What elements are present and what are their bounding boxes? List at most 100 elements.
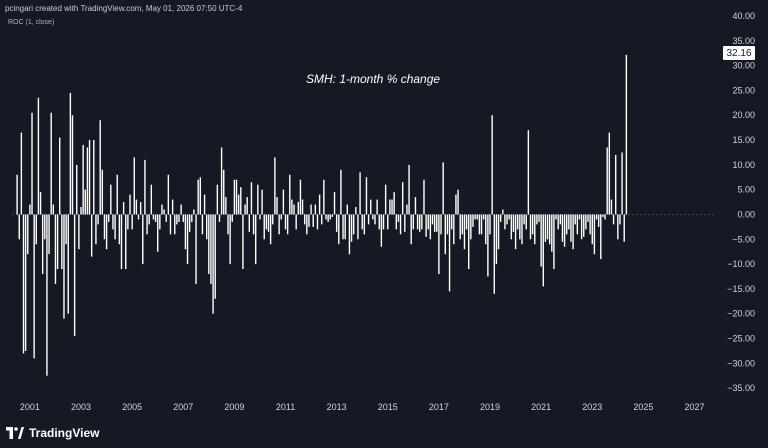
x-tick-label: 2011 <box>276 402 295 412</box>
roc-bar <box>188 214 191 232</box>
roc-bar <box>621 152 623 215</box>
y-tick-label: 25.00 <box>732 85 755 95</box>
roc-bar <box>308 214 310 227</box>
roc-bar <box>255 214 257 265</box>
roc-bar <box>401 182 404 215</box>
y-tick-label: 40.00 <box>732 11 755 21</box>
roc-bar <box>223 169 225 215</box>
roc-bar <box>617 214 619 240</box>
roc-bar <box>431 214 434 225</box>
roc-bar <box>41 214 44 274</box>
roc-bar <box>208 214 210 274</box>
roc-bar <box>229 214 231 265</box>
y-tick-label: −25.00 <box>727 334 755 344</box>
roc-bar <box>137 214 140 220</box>
x-tick-label: 2021 <box>531 402 551 412</box>
roc-bar <box>583 214 585 237</box>
roc-bar <box>455 194 457 215</box>
roc-bar <box>250 182 253 215</box>
roc-bar <box>433 214 436 232</box>
roc-bar <box>421 214 423 230</box>
roc-bar <box>90 214 93 257</box>
roc-bar <box>363 214 366 235</box>
roc-bar <box>555 214 557 220</box>
roc-bar <box>193 209 195 215</box>
roc-bar <box>252 214 255 235</box>
roc-bar <box>284 214 287 230</box>
x-tick-label: 2005 <box>122 402 142 412</box>
roc-bar <box>71 115 74 215</box>
roc-bar <box>52 204 55 215</box>
roc-bar <box>589 214 591 235</box>
roc-bar <box>563 214 566 247</box>
roc-bar <box>280 214 282 220</box>
roc-bar <box>88 140 91 215</box>
roc-bar <box>566 214 568 235</box>
roc-bar <box>31 112 33 215</box>
roc-bar <box>244 204 246 215</box>
roc-bar <box>73 214 76 337</box>
roc-bar <box>529 214 532 240</box>
roc-bar <box>453 214 455 245</box>
roc-bar <box>504 214 506 230</box>
roc-bar <box>406 204 408 215</box>
roc-bar <box>502 209 504 215</box>
y-tick-label: −15.00 <box>727 284 755 294</box>
roc-bar <box>457 189 459 215</box>
roc-bar <box>391 199 393 215</box>
roc-bar <box>491 115 493 215</box>
x-tick-label: 2003 <box>71 402 91 412</box>
x-tick-label: 2015 <box>378 402 398 412</box>
roc-bar <box>327 214 329 222</box>
roc-bar <box>468 214 470 270</box>
roc-bar <box>142 214 144 265</box>
roc-bar <box>487 214 489 277</box>
roc-bar <box>191 214 193 222</box>
roc-bar <box>346 204 348 215</box>
roc-bar <box>387 214 389 230</box>
roc-bar <box>154 214 157 222</box>
roc-bar <box>246 197 248 215</box>
roc-bar <box>572 214 574 250</box>
roc-bar <box>485 214 487 245</box>
roc-bar <box>22 214 25 354</box>
roc-bar <box>342 214 344 240</box>
roc-bar <box>240 187 242 215</box>
roc-bar <box>267 214 270 232</box>
roc-bar <box>384 184 387 215</box>
roc-bar <box>561 214 564 242</box>
roc-bar <box>116 174 118 215</box>
roc-bar <box>508 214 510 220</box>
roc-bar <box>382 214 385 230</box>
roc-bar <box>297 202 299 215</box>
roc-bar <box>335 214 338 232</box>
y-tick-label: 10.00 <box>732 160 755 170</box>
roc-bar <box>214 214 216 299</box>
x-tick-label: 2027 <box>685 402 705 412</box>
roc-bar <box>276 197 278 215</box>
roc-bar <box>59 137 61 215</box>
roc-bar <box>553 214 555 270</box>
roc-bar <box>610 199 613 215</box>
roc-bar <box>220 147 223 215</box>
roc-bar <box>306 214 308 235</box>
roc-bar <box>459 214 461 240</box>
roc-bar <box>476 214 478 220</box>
tradingview-logo[interactable]: TradingView <box>6 425 99 441</box>
roc-bar <box>18 214 20 240</box>
roc-bar <box>16 174 18 215</box>
roc-bar <box>576 214 579 235</box>
indicator-label[interactable]: ROC (1, close) <box>8 19 55 26</box>
roc-bar <box>510 214 513 240</box>
roc-bar <box>24 214 27 351</box>
roc-bar <box>393 192 395 215</box>
roc-bar <box>389 199 391 215</box>
roc-bar <box>103 214 106 240</box>
x-tick-label: 2013 <box>327 402 347 412</box>
roc-bar <box>206 214 208 240</box>
roc-bar <box>397 214 400 222</box>
roc-bar <box>46 214 48 376</box>
roc-bar <box>127 214 129 230</box>
roc-bar <box>278 214 280 235</box>
